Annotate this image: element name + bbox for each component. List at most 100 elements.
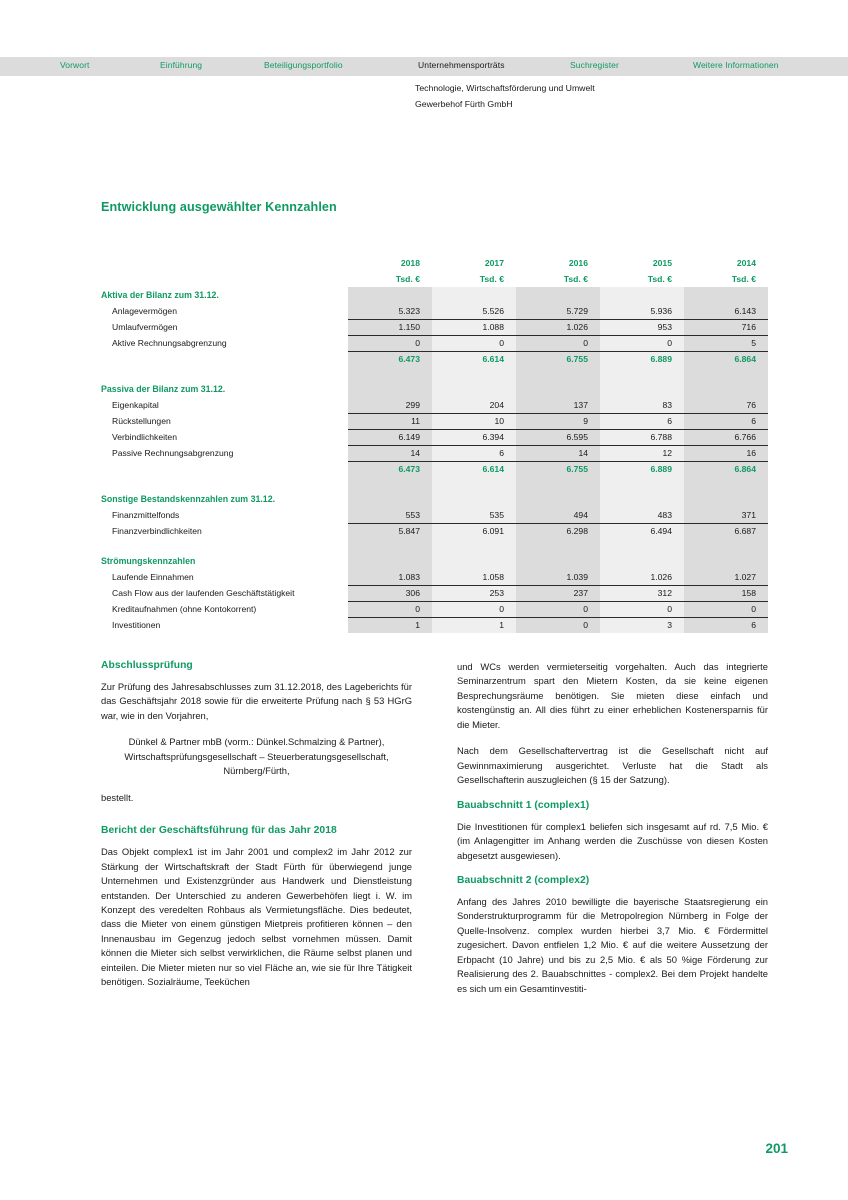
spacer-cell (600, 477, 684, 491)
key-figures-table: 2018 2017 2016 2015 2014 Tsd. € Tsd. € Tsd. € Ts… (101, 255, 768, 633)
cell-1-2-0: 6.149 (348, 429, 432, 446)
group-filler-cell (432, 553, 516, 569)
spacer-cell (348, 477, 432, 491)
body-column-left: Abschlussprüfung Zur Prüfung des Jahresa… (101, 660, 412, 1002)
cell-3-2-0: 0 (348, 601, 432, 618)
cell-0-1-2: 1.026 (516, 319, 600, 336)
group-filler-cell (516, 491, 600, 507)
nav-item-1[interactable]: Einführung (160, 60, 203, 70)
cell-2-0-4: 371 (684, 507, 768, 524)
spacer-cell (684, 477, 768, 491)
nav-item-5[interactable]: Weitere Informationen (693, 60, 779, 70)
table-block-spacer (101, 539, 768, 553)
page-title: Entwicklung ausgewählter Kennzahlen (101, 200, 337, 214)
cell-2-0-1: 535 (432, 507, 516, 524)
cell-1-0-1: 204 (432, 397, 516, 414)
cell-2-0-0: 553 (348, 507, 432, 524)
cell-2-1-4: 6.687 (684, 523, 768, 539)
cell-0-2-3: 0 (600, 335, 684, 352)
cell-1-2-2: 6.595 (516, 429, 600, 446)
heading-bericht-geschaeftsfuehrung: Bericht der Geschäftsführung für das Jah… (101, 825, 337, 837)
cell-0-3-2: 6.755 (516, 351, 600, 367)
nav-item-2[interactable]: Beteiligungsportfolio (264, 60, 343, 70)
table-row: Anlagevermögen 5.323 5.526 5.729 5.936 6.143 (101, 303, 768, 320)
cell-0-0-0: 5.323 (348, 303, 432, 320)
cell-3-1-3: 312 (600, 585, 684, 602)
cell-0-2-1: 0 (432, 335, 516, 352)
top-navigation-bar: Vorwort Einführung Beteiligungsportfolio Un… (0, 57, 848, 76)
cell-1-0-0: 299 (348, 397, 432, 414)
spacer-cell (600, 539, 684, 553)
group-filler-cell (600, 287, 684, 303)
table-group-row: Sonstige Bestandskennzahlen zum 31.12. (101, 491, 768, 507)
spacer-cell (432, 367, 516, 381)
cell-0-3-4: 6.864 (684, 351, 768, 367)
unit-header-0: Tsd. € (395, 274, 420, 284)
cell-3-0-1: 1.058 (432, 569, 516, 586)
nav-item-3[interactable]: Unternehmensporträts (418, 60, 505, 70)
cell-1-1-3: 6 (600, 413, 684, 430)
cell-3-0-0: 1.083 (348, 569, 432, 586)
header-company: Gewerbehof Fürth GmbH (415, 99, 513, 109)
table-row: Eigenkapital 299 204 137 83 76 (101, 397, 768, 414)
page-number: 201 (765, 1141, 788, 1156)
spacer-cell (600, 367, 684, 381)
row-label-3-0: Laufende Einnahmen (112, 572, 194, 582)
row-label-2-1: Finanzverbindlichkeiten (112, 526, 202, 536)
cell-0-3-1: 6.614 (432, 351, 516, 367)
cell-3-0-4: 1.027 (684, 569, 768, 586)
row-label-0-1: Umlaufvermögen (112, 322, 178, 332)
spacer-cell (432, 539, 516, 553)
spacer-cell (348, 367, 432, 381)
paragraph-gesellschaftervertrag: Nach dem Gesellschaftervertrag ist die G… (457, 745, 768, 786)
cell-3-0-2: 1.039 (516, 569, 600, 586)
cell-3-3-0: 1 (348, 617, 432, 633)
cell-3-1-1: 253 (432, 585, 516, 602)
cell-1-4-3: 6.889 (600, 461, 684, 477)
cell-1-2-1: 6.394 (432, 429, 516, 446)
kennzahlen-table: 2018 2017 2016 2015 2014 Tsd. € Tsd. € Tsd. € Ts… (101, 255, 768, 633)
group-filler-cell (432, 287, 516, 303)
spacer-label-cell (101, 367, 348, 381)
cell-0-2-4: 5 (684, 335, 768, 352)
cell-0-1-4: 716 (684, 319, 768, 336)
row-label-3-2: Kreditaufnahmen (ohne Kontokorrent) (112, 604, 257, 614)
group-filler-cell (432, 491, 516, 507)
cell-1-3-4: 16 (684, 445, 768, 462)
year-header-2016: 2016 (568, 258, 588, 268)
table-row: Cash Flow aus der laufenden Geschäftstät… (101, 585, 768, 602)
paragraph-bauabschnitt-2: Anfang des Jahres 2010 bewilligte die ba… (457, 895, 768, 994)
row-label-1-1: Rückstellungen (112, 416, 171, 426)
group-filler-cell (432, 381, 516, 397)
year-header-2014: 2014 (736, 258, 756, 268)
spacer-cell (516, 367, 600, 381)
table-row: 6.473 6.614 6.755 6.889 6.864 (101, 351, 768, 367)
cell-3-3-2: 0 (516, 617, 600, 633)
cell-1-0-4: 76 (684, 397, 768, 414)
cell-1-4-4: 6.864 (684, 461, 768, 477)
cell-1-0-2: 137 (516, 397, 600, 414)
cell-3-1-4: 158 (684, 585, 768, 602)
year-header-2017: 2017 (484, 258, 504, 268)
table-group-row: Aktiva der Bilanz zum 31.12. (101, 287, 768, 303)
cell-1-4-1: 6.614 (432, 461, 516, 477)
group-label-3: Strömungskennzahlen (101, 556, 196, 566)
group-filler-cell (684, 491, 768, 507)
cell-2-1-1: 6.091 (432, 523, 516, 539)
cell-1-1-1: 10 (432, 413, 516, 430)
nav-item-4[interactable]: Suchregister (570, 60, 619, 70)
cell-0-0-3: 5.936 (600, 303, 684, 320)
spacer-cell (516, 539, 600, 553)
header-org-block: Technologie, Wirtschaftsförderung und Um… (415, 80, 595, 112)
spacer-cell (684, 539, 768, 553)
cell-1-3-2: 14 (516, 445, 600, 462)
cell-1-2-4: 6.766 (684, 429, 768, 446)
heading-bauabschnitt-1: Bauabschnitt 1 (complex1) (457, 799, 590, 811)
table-corner-cell (101, 255, 348, 271)
nav-item-0[interactable]: Vorwort (60, 60, 90, 70)
row-label-3-3: Investitionen (112, 620, 161, 630)
group-filler-cell (348, 491, 432, 507)
group-filler-cell (600, 553, 684, 569)
cell-1-4-2: 6.755 (516, 461, 600, 477)
table-header-units: Tsd. € Tsd. € Tsd. € Tsd. € Tsd. € (101, 271, 768, 287)
